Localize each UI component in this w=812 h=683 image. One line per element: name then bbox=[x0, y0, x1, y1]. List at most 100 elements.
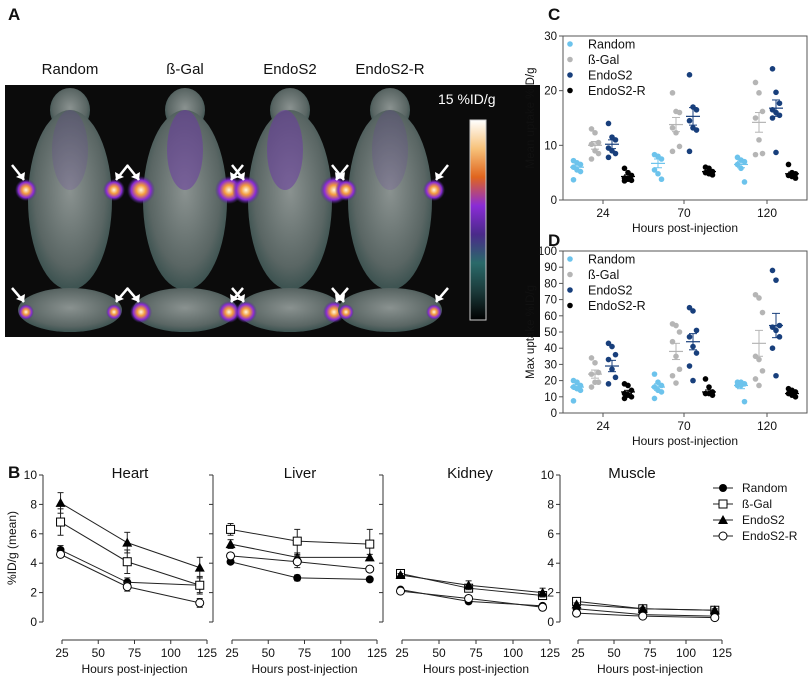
legend-label: EndoS2-R bbox=[588, 299, 646, 313]
y-tick-label: 4 bbox=[547, 556, 554, 570]
data-point bbox=[651, 395, 658, 402]
mouse-body bbox=[143, 110, 227, 290]
data-point bbox=[693, 127, 700, 133]
arrow-head-icon bbox=[435, 172, 444, 180]
data-point bbox=[588, 156, 595, 162]
data-point bbox=[752, 151, 759, 158]
liver-signal bbox=[52, 110, 88, 190]
data-point bbox=[769, 345, 776, 352]
y-tick-label: 0 bbox=[551, 195, 557, 207]
legend-marker bbox=[567, 41, 573, 47]
x-tick-label: 25 bbox=[395, 646, 409, 660]
data-point bbox=[669, 90, 676, 96]
mouse-image-3 bbox=[231, 88, 349, 332]
dot-plot-C: 0 10 20 30 24 70 120 Hours post-injection Mean u… bbox=[525, 31, 808, 235]
data-point bbox=[621, 178, 628, 184]
legend-label: EndoS2-R bbox=[588, 84, 646, 98]
y-tick-label: 8 bbox=[30, 497, 37, 511]
x-axis-label: Hours post-injection bbox=[251, 662, 357, 676]
data-point bbox=[752, 79, 759, 86]
marker-filled-triangle bbox=[537, 587, 548, 597]
x-axis-label: Hours post-injection bbox=[423, 662, 529, 676]
data-point bbox=[769, 66, 776, 72]
data-point bbox=[690, 308, 696, 314]
y-tick-label: 0 bbox=[551, 408, 557, 420]
data-point bbox=[612, 150, 619, 157]
data-point bbox=[612, 351, 619, 358]
y-axis-label: Max uptake %ID/g bbox=[525, 285, 537, 379]
data-point bbox=[628, 394, 635, 400]
tumor-signal bbox=[235, 301, 257, 323]
data-point bbox=[595, 379, 602, 386]
arrow-head-icon bbox=[336, 172, 345, 180]
y-tick-label: 100 bbox=[538, 246, 557, 258]
x-axis-label: Hours post-injection bbox=[632, 434, 738, 448]
mouse-image-4 bbox=[331, 88, 449, 332]
column-label: ß-Gal bbox=[166, 61, 204, 78]
column-label: Random bbox=[42, 61, 99, 78]
data-point bbox=[605, 120, 612, 127]
tumor-signal bbox=[15, 179, 37, 201]
y-tick-label: 40 bbox=[544, 343, 557, 355]
liver-signal bbox=[372, 110, 408, 190]
x-axis-label: Hours post-injection bbox=[597, 662, 703, 676]
data-point bbox=[655, 170, 661, 177]
data-point bbox=[686, 334, 693, 340]
data-point bbox=[741, 158, 748, 165]
tumor-signal bbox=[103, 179, 125, 201]
data-point bbox=[605, 356, 612, 363]
scale-max-label: 15 %ID/g bbox=[438, 91, 496, 107]
data-point bbox=[592, 129, 598, 136]
marker-open-circle bbox=[122, 582, 132, 592]
data-point bbox=[741, 398, 748, 405]
marker-open-square bbox=[365, 539, 375, 549]
plot-frame bbox=[562, 35, 808, 201]
liver-signal bbox=[267, 110, 303, 190]
arrow-head-icon bbox=[435, 294, 444, 302]
tumor-signal bbox=[335, 179, 357, 201]
data-point bbox=[621, 395, 628, 402]
x-tick-label: 50 bbox=[432, 646, 446, 660]
data-point bbox=[690, 377, 696, 384]
y-tick-label: 0 bbox=[547, 615, 554, 629]
legend-marker bbox=[567, 302, 573, 309]
y-axis-label: %ID/g (mean) bbox=[5, 511, 19, 585]
x-tick-label: 25 bbox=[225, 646, 239, 660]
data-point bbox=[693, 327, 700, 334]
marker-filled-triangle bbox=[637, 603, 648, 613]
legend-label: Random bbox=[588, 253, 635, 267]
data-point bbox=[570, 398, 577, 404]
data-point bbox=[658, 176, 665, 183]
marker-open-circle bbox=[292, 557, 302, 567]
data-point bbox=[693, 107, 700, 113]
legend-marker bbox=[567, 87, 573, 94]
y-tick-label: 0 bbox=[30, 615, 37, 629]
data-point bbox=[621, 165, 628, 172]
data-point bbox=[592, 359, 598, 366]
data-point bbox=[676, 329, 683, 335]
mouse-cross-section bbox=[338, 288, 442, 332]
data-point bbox=[752, 376, 759, 382]
data-point bbox=[625, 382, 631, 389]
tumor-signal bbox=[127, 176, 155, 204]
data-point bbox=[676, 143, 683, 150]
dot-plot-D: 0 10 20 30 40 50 60 70 80 90 100 24 70 120 Hours post-… bbox=[525, 246, 808, 448]
marker-open-circle bbox=[638, 611, 648, 621]
x-tick-label: 25 bbox=[571, 646, 585, 660]
y-tick-label: 6 bbox=[30, 527, 37, 541]
marker-open-circle bbox=[195, 598, 205, 608]
panel-label-b: B bbox=[8, 463, 20, 482]
arrow-head-icon bbox=[230, 172, 239, 180]
chart-title: Muscle bbox=[608, 465, 656, 482]
x-axis-label: Hours post-injection bbox=[81, 662, 187, 676]
series-line-ß-Gal bbox=[60, 521, 200, 586]
legend-marker bbox=[567, 287, 573, 293]
colorbar bbox=[469, 119, 487, 321]
data-point bbox=[773, 277, 779, 283]
marker-open-circle bbox=[538, 602, 548, 612]
tumor-signal bbox=[130, 301, 152, 323]
data-point bbox=[577, 387, 584, 394]
mouse-cross-section bbox=[238, 288, 342, 332]
y-tick-label: 8 bbox=[547, 497, 554, 511]
